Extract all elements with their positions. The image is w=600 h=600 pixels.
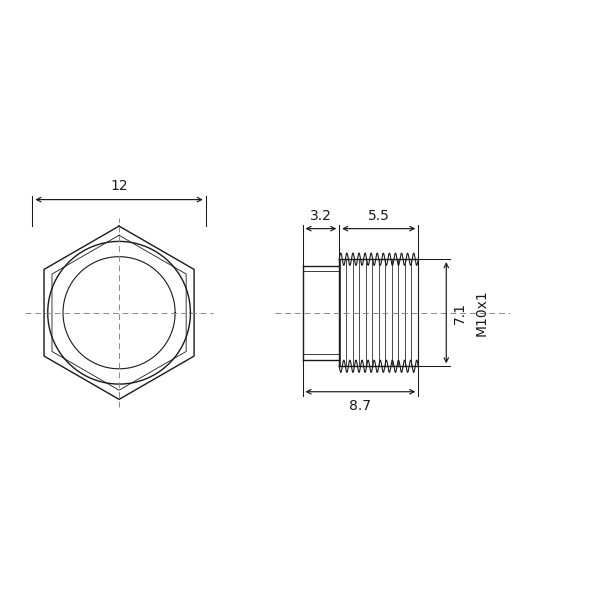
Text: 5.5: 5.5 [368,209,389,223]
Text: M10x1: M10x1 [475,289,488,336]
Text: 7.1: 7.1 [453,302,467,324]
Text: 8.7: 8.7 [349,400,371,413]
Text: 3.2: 3.2 [310,209,332,223]
Text: 12: 12 [110,179,128,193]
